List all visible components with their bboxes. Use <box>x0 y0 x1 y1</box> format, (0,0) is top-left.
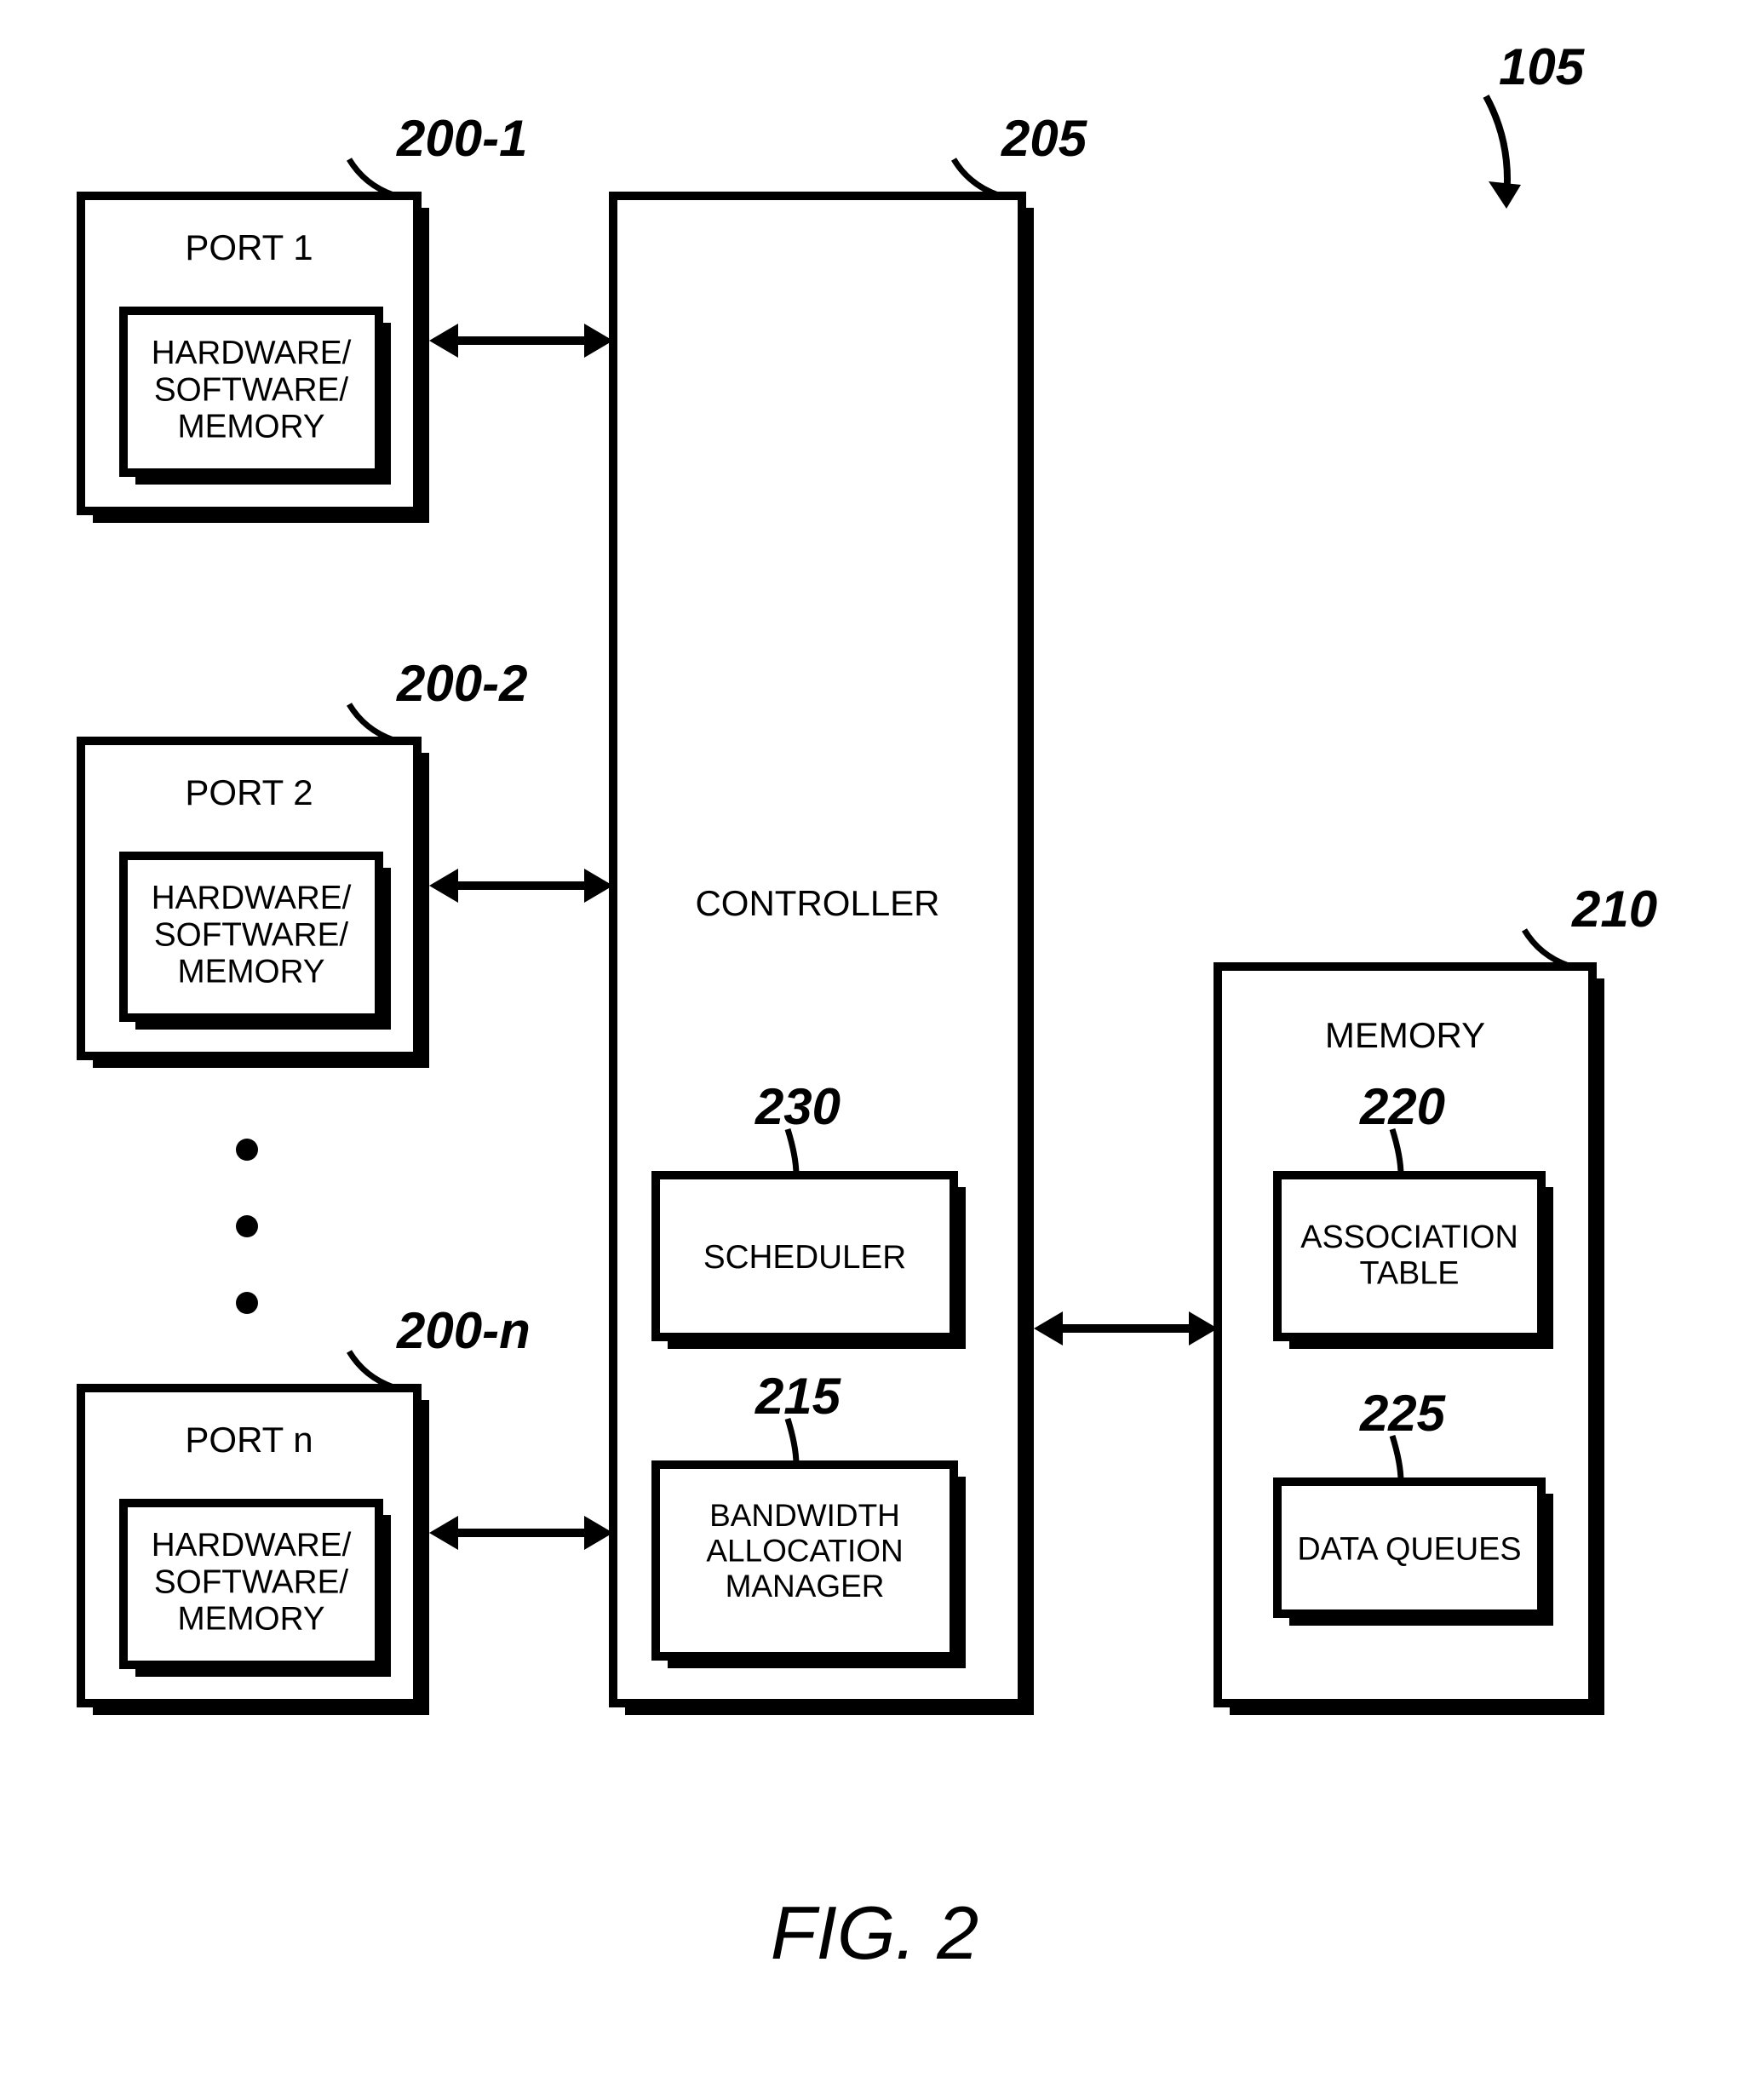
memory-title: MEMORY <box>1325 1015 1485 1055</box>
ellipsis-dot-0 <box>236 1139 258 1161</box>
controller-title: CONTROLLER <box>695 883 939 923</box>
svg-text:105: 105 <box>1499 38 1586 95</box>
svg-text:230: 230 <box>755 1078 841 1135</box>
ref-205-text: 205 <box>1001 110 1088 167</box>
port-1-title: PORT 1 <box>185 227 313 267</box>
arrow-port3-controller <box>429 1516 613 1550</box>
ref-200-1: 200-1 <box>349 110 527 195</box>
ref-200-1-text: 200-1 <box>396 110 527 167</box>
arrow-port1-controller <box>429 324 613 358</box>
ellipsis-dot-1 <box>236 1215 258 1237</box>
ref-200-n: 200-n <box>349 1302 531 1387</box>
ref-210: 210 <box>1524 881 1657 966</box>
port-3-inner-label: HARDWARE/SOFTWARE/MEMORY <box>152 1527 352 1638</box>
port-3-title: PORT n <box>185 1420 313 1460</box>
svg-text:220: 220 <box>1359 1078 1445 1135</box>
ref-205: 205 <box>954 110 1088 195</box>
port-1-inner-label: HARDWARE/SOFTWARE/MEMORY <box>152 335 352 445</box>
ref-200-2-text: 200-2 <box>396 655 527 712</box>
svg-text:225: 225 <box>1359 1385 1447 1442</box>
ellipsis-dot-2 <box>236 1292 258 1314</box>
ref-200-n-text: 200-n <box>396 1302 531 1359</box>
ref-200-2: 200-2 <box>349 655 527 740</box>
arrow-port2-controller <box>429 869 613 903</box>
scheduler-label: SCHEDULER <box>703 1239 906 1276</box>
data-queues-label: DATA QUEUES <box>1297 1532 1521 1568</box>
bw-manager-label: BANDWIDTHALLOCATIONMANAGER <box>706 1498 903 1604</box>
ref-210-text: 210 <box>1571 881 1657 938</box>
svg-text:215: 215 <box>755 1368 842 1425</box>
port-2-inner-label: HARDWARE/SOFTWARE/MEMORY <box>152 880 352 990</box>
arrow-controller-memory <box>1034 1311 1218 1345</box>
port-2-title: PORT 2 <box>185 772 313 812</box>
ref-105: 105 <box>1486 38 1586 209</box>
figure-caption: FIG. 2 <box>771 1891 979 1975</box>
